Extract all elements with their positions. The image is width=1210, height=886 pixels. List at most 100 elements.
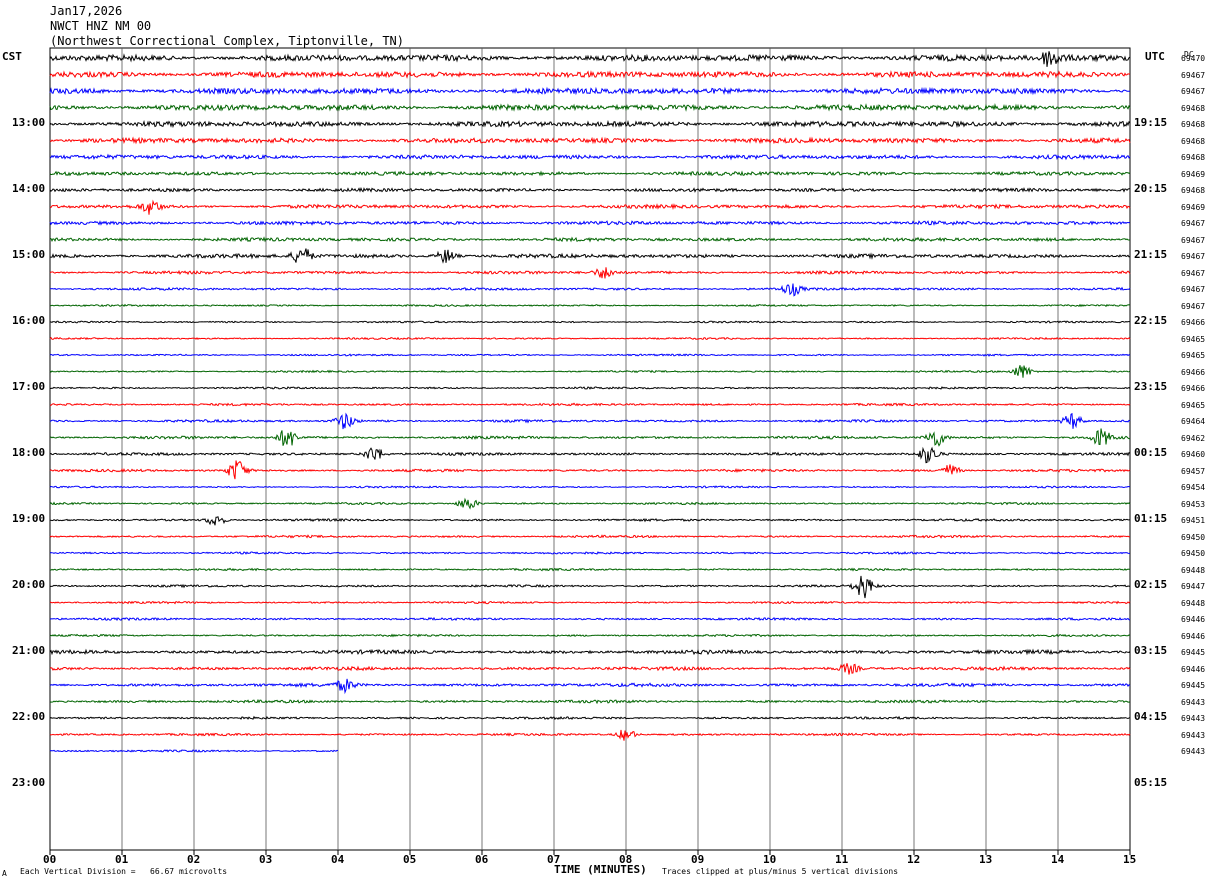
trace-row-17 (49, 336, 1131, 341)
trace-row-36 (49, 648, 1131, 656)
header-date: Jan17,2026 (50, 4, 123, 18)
x-tick-label: 02 (187, 853, 201, 866)
right-time-label: 05:15 (1134, 776, 1168, 789)
trace-row-3 (49, 103, 1131, 112)
dc-offset-label: 69457 (1181, 466, 1206, 476)
right-time-label: UTC (1145, 50, 1165, 63)
trace-row-15 (49, 303, 1131, 308)
scale-note: Each Vertical Division = 66.67 microvolt… (20, 867, 228, 876)
left-time-label: 22:00 (12, 710, 46, 723)
trace-row-4 (49, 119, 1131, 129)
dc-offset-label: 69451 (1181, 516, 1206, 525)
clip-note: Traces clipped at plus/minus 5 vertical … (662, 867, 899, 876)
trace-row-11 (49, 236, 1131, 243)
trace-row-18 (49, 353, 1131, 357)
x-tick-label: 15 (1123, 853, 1137, 866)
trace-row-20 (49, 386, 1131, 390)
trace-row-33 (49, 600, 1131, 605)
trace-row-40 (49, 715, 1131, 721)
dc-offset-label: 69443 (1181, 697, 1206, 707)
dc-offset-label: 69470 (1181, 54, 1206, 63)
dc-offset-label: 69465 (1181, 400, 1206, 410)
left-time-label: 13:00 (12, 116, 46, 129)
trace-row-7 (49, 170, 1131, 177)
dc-offset-label: 69469 (1181, 169, 1206, 179)
dc-offset-label: 69465 (1181, 351, 1206, 360)
right-time-label: 21:15 (1134, 248, 1168, 261)
trace-row-28 (50, 516, 1131, 526)
dc-offset-label: 69468 (1181, 136, 1206, 146)
dc-label: DC (1184, 50, 1194, 59)
corner-mark: A (2, 869, 7, 878)
dc-offset-label: 69469 (1181, 202, 1206, 212)
dc-offset-label: 69462 (1181, 433, 1206, 443)
x-tick-label: 14 (1051, 853, 1065, 866)
trace-row-5 (49, 136, 1131, 145)
trace-row-12 (50, 248, 1131, 264)
trace-row-10 (49, 220, 1131, 227)
dc-offset-label: 69466 (1181, 384, 1206, 393)
dc-offset-label: 69467 (1181, 70, 1206, 80)
dc-offset-label: 69445 (1181, 648, 1206, 657)
trace-row-32 (49, 575, 1131, 599)
left-time-label: 21:00 (12, 644, 46, 657)
trace-row-25 (49, 460, 1131, 480)
dc-offset-label: 69467 (1181, 235, 1206, 245)
dc-offset-label: 69468 (1181, 153, 1206, 162)
dc-offset-label: 69467 (1181, 285, 1206, 294)
dc-offset-label: 69467 (1181, 301, 1206, 311)
left-time-label: CST (2, 50, 22, 63)
x-tick-label: 08 (619, 853, 633, 866)
trace-row-29 (49, 534, 1131, 539)
dc-offset-label: 69443 (1181, 747, 1206, 756)
trace-row-22 (49, 412, 1131, 430)
dc-offset-label: 69466 (1181, 318, 1206, 327)
left-time-label: 23:00 (12, 776, 46, 789)
x-tick-label: 00 (43, 853, 57, 866)
trace-row-2 (49, 86, 1131, 96)
trace-row-19 (49, 365, 1131, 378)
right-time-label: 03:15 (1134, 644, 1168, 657)
trace-row-14 (49, 283, 1131, 297)
dc-offset-label: 69446 (1181, 664, 1206, 674)
dc-offset-label: 69466 (1181, 367, 1206, 377)
x-axis-title: TIME (MINUTES) (554, 863, 647, 876)
dc-offset-label: 69468 (1181, 186, 1206, 195)
dc-offset-label: 69446 (1181, 615, 1206, 624)
trace-row-9 (49, 199, 1131, 215)
dc-offset-label: 69454 (1181, 483, 1206, 492)
right-time-label: 20:15 (1134, 182, 1168, 195)
plot-frame (49, 47, 1131, 851)
left-time-label: 18:00 (12, 446, 46, 459)
x-tick-label: 05 (403, 853, 417, 866)
dc-offset-label: 69468 (1181, 103, 1206, 113)
dc-offset-label: 69468 (1181, 120, 1206, 129)
right-time-label: 02:15 (1134, 578, 1168, 591)
x-tick-label: 03 (259, 853, 273, 866)
x-tick-label: 11 (835, 853, 849, 866)
left-time-label: 19:00 (12, 512, 46, 525)
trace-row-26 (49, 485, 1131, 489)
dc-offset-label: 69448 (1181, 598, 1206, 608)
dc-offset-label: 69460 (1181, 450, 1206, 459)
header-location: (Northwest Correctional Complex, Tiptonv… (50, 34, 405, 48)
trace-row-27 (49, 497, 1131, 510)
x-tick-label: 07 (547, 853, 561, 866)
left-time-label: 17:00 (12, 380, 46, 393)
trace-row-21 (49, 402, 1131, 407)
x-tick-label: 04 (331, 853, 345, 866)
trace-row-42 (49, 749, 339, 753)
x-tick-label: 06 (475, 853, 489, 866)
dc-offset-label: 69467 (1181, 219, 1206, 228)
trace-row-35 (49, 633, 1131, 638)
dc-offset-label: 69450 (1181, 532, 1206, 542)
trace-row-0 (49, 51, 1131, 67)
dc-offset-label: 69467 (1181, 268, 1206, 278)
dc-offset-label: 69465 (1181, 334, 1206, 344)
left-time-label: 20:00 (12, 578, 46, 591)
trace-row-38 (49, 678, 1131, 695)
x-tick-label: 01 (115, 853, 129, 866)
trace-row-31 (49, 567, 1130, 572)
dc-offset-label: 69450 (1181, 549, 1206, 558)
trace-row-34 (49, 616, 1131, 622)
